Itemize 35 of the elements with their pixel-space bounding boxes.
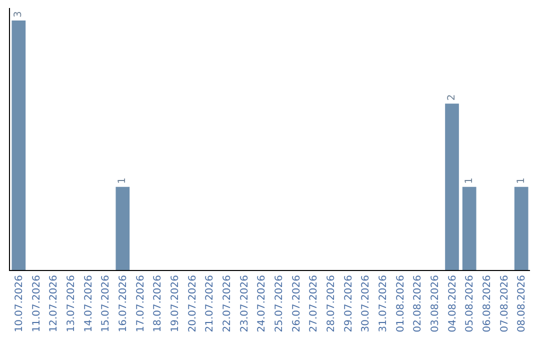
x-tick-label: 05.08.2026 [464, 275, 476, 332]
x-tick-label: 15.07.2026 [100, 275, 112, 332]
x-tick-label: 25.07.2026 [274, 275, 285, 332]
x-tick-label: 11.07.2026 [31, 275, 42, 332]
x-tick-label: 26.07.2026 [291, 275, 302, 332]
x-tick-label: 17.07.2026 [135, 275, 146, 332]
x-tick-label: 20.07.2026 [187, 275, 198, 332]
x-tick-label: 14.07.2026 [83, 275, 94, 332]
x-tick-label: 21.07.2026 [204, 275, 216, 332]
x-tick-label: 30.07.2026 [360, 275, 372, 332]
data-label: 1 [117, 177, 128, 184]
x-tick-label: 22.07.2026 [222, 275, 233, 332]
x-tick-label: 06.08.2026 [482, 275, 493, 332]
x-tick-label: 10.07.2026 [14, 275, 25, 332]
x-tick-label: 29.07.2026 [343, 275, 354, 332]
data-label: 2 [446, 94, 458, 101]
x-tick-label: 01.08.2026 [395, 275, 406, 332]
x-tick-label: 18.07.2026 [152, 275, 164, 332]
x-tick-label: 23.07.2026 [239, 275, 250, 332]
x-tick-label: 19.07.2026 [170, 275, 181, 332]
x-tick-label: 24.07.2026 [256, 275, 268, 332]
x-tick-label: 16.07.2026 [118, 275, 129, 332]
x-tick-label: 12.07.2026 [48, 275, 60, 332]
data-label: 3 [13, 11, 24, 18]
x-tick-label: 31.07.2026 [378, 275, 389, 332]
x-tick-label: 04.08.2026 [447, 275, 458, 332]
x-tick-label: 28.07.2026 [326, 275, 337, 332]
data-label: 1 [516, 177, 527, 184]
x-tick-label: 27.07.2026 [308, 275, 320, 332]
x-tick-label: 02.08.2026 [412, 275, 424, 332]
x-tick-label: 07.08.2026 [499, 275, 510, 332]
x-tick-label: 08.08.2026 [516, 275, 528, 332]
x-tick-label: 13.07.2026 [66, 275, 77, 332]
data-label: 1 [464, 177, 475, 184]
x-tick-label: 03.08.2026 [430, 275, 441, 332]
